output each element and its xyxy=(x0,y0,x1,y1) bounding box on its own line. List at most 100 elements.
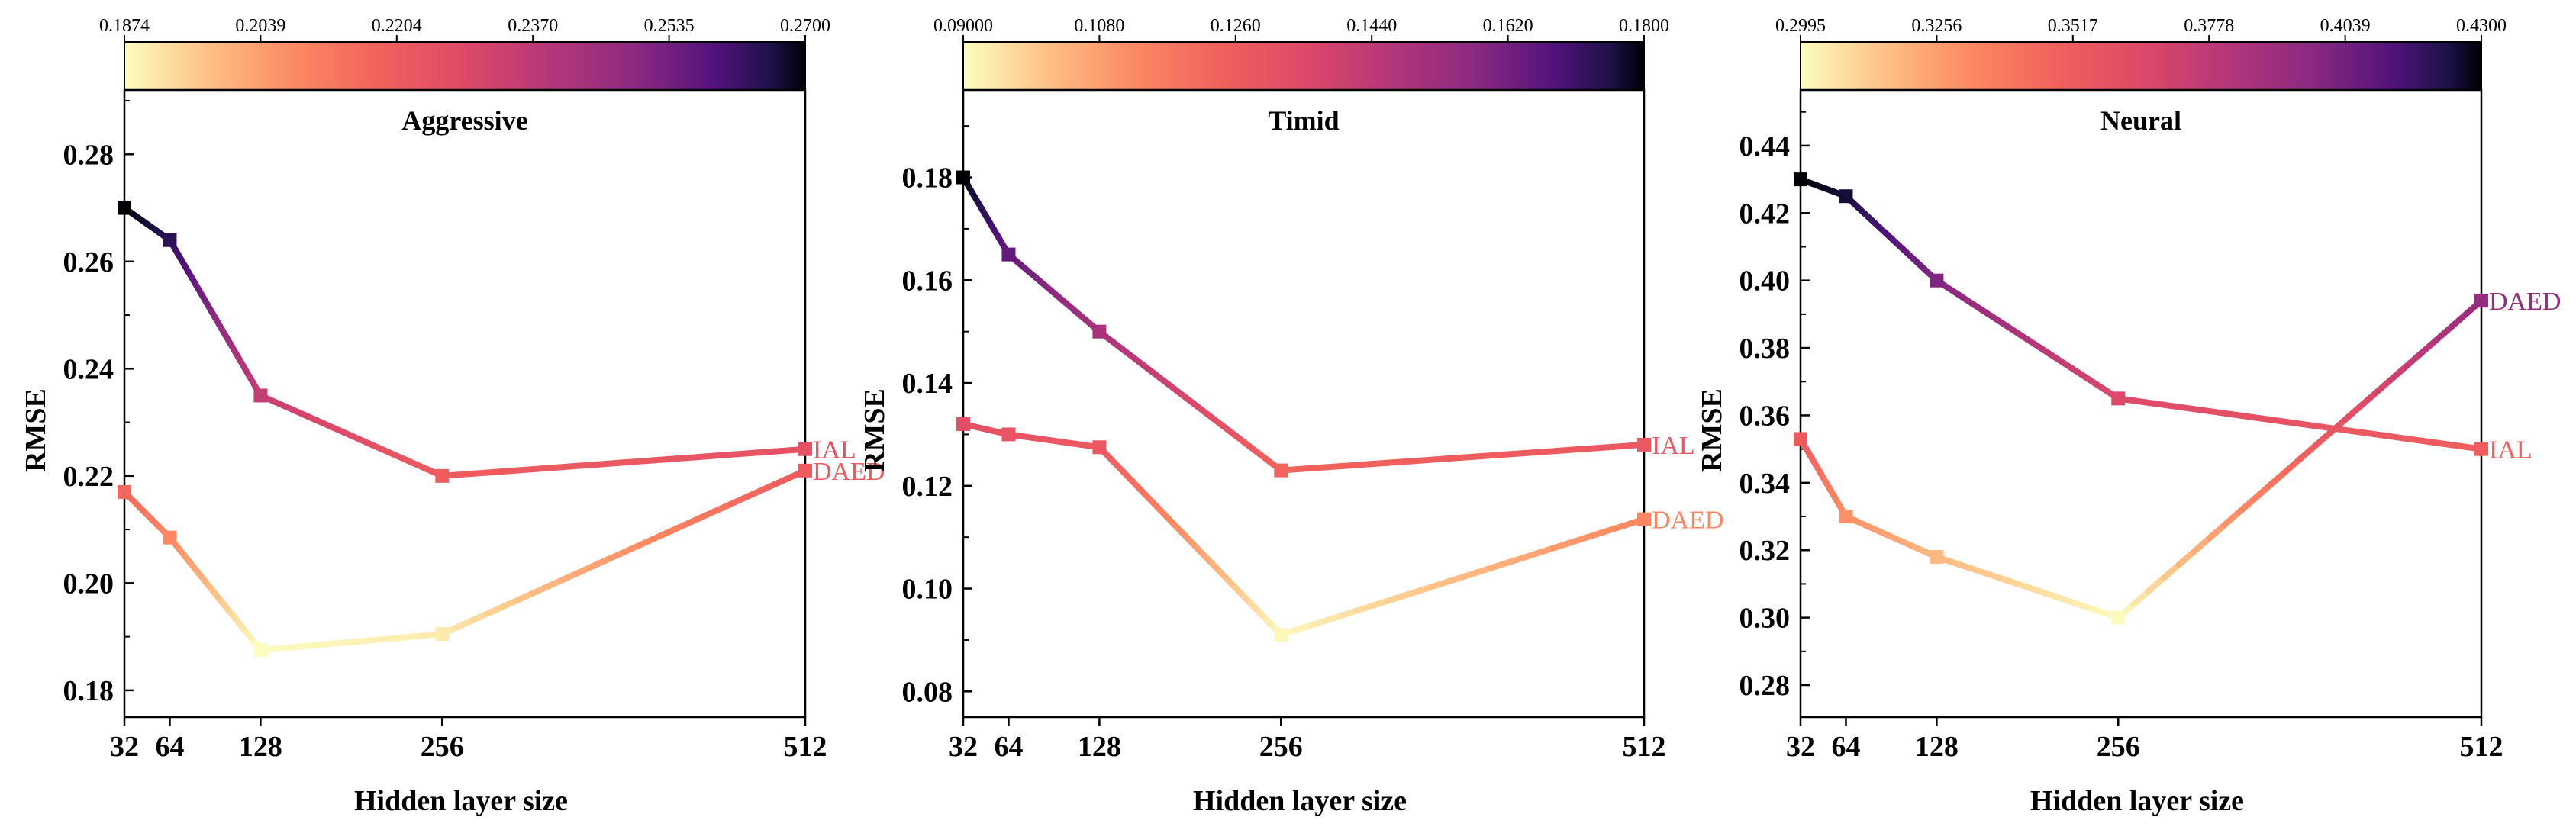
colorbar-tick-label: 0.3517 xyxy=(2048,16,2098,36)
data-point-daed xyxy=(1274,628,1288,642)
series-line-daed xyxy=(2206,522,2228,542)
series-line-daed xyxy=(2221,509,2242,529)
series-line-daed xyxy=(2357,390,2379,410)
colorbar-tick-label: 0.1260 xyxy=(1211,16,1261,36)
colorbar-tick-label: 0.2535 xyxy=(644,16,695,36)
colorbar-tick-label: 0.1080 xyxy=(1074,16,1124,36)
x-tick-label: 256 xyxy=(1259,731,1303,763)
y-axis-title: RMSE xyxy=(859,388,891,472)
data-point-daed xyxy=(163,530,177,545)
y-tick-label: 0.12 xyxy=(902,471,953,503)
data-point-ial xyxy=(956,170,970,185)
data-point-daed xyxy=(1637,512,1651,526)
y-axis-title: RMSE xyxy=(1696,388,1728,472)
data-point-daed xyxy=(435,627,450,642)
series-line-daed xyxy=(2130,588,2152,608)
y-tick-label: 0.44 xyxy=(1739,130,1791,162)
data-point-ial xyxy=(1001,247,1016,262)
series-label-daed: DAED xyxy=(813,458,885,486)
data-point-ial xyxy=(1637,437,1651,452)
chart-panel-aggressive: 0.1874 0.2039 0.2204 0.2370 0.2535 0.2700 0.18… xyxy=(20,16,885,817)
series-line-daed xyxy=(2417,337,2439,357)
y-tick-label: 0.32 xyxy=(1739,535,1791,567)
colorbar-tick-label: 0.1800 xyxy=(1619,16,1669,36)
y-tick-label: 0.18 xyxy=(902,162,953,195)
y-tick-label: 0.28 xyxy=(63,139,114,171)
panel-title: Aggressive xyxy=(401,105,527,136)
y-tick-label: 0.30 xyxy=(1739,603,1791,635)
data-point-ial xyxy=(1274,463,1288,478)
series-line-daed xyxy=(2372,377,2394,397)
data-point-daed xyxy=(118,484,131,499)
panel-title: Timid xyxy=(1268,105,1339,136)
series-line-daed xyxy=(2160,561,2182,581)
y-tick-label: 0.10 xyxy=(902,574,953,606)
x-axis-title: Hidden layer size xyxy=(1193,785,1407,817)
data-point-daed xyxy=(2474,294,2488,308)
data-point-ial xyxy=(1092,324,1107,339)
y-tick-label: 0.18 xyxy=(63,675,114,707)
series-label-ial: IAL xyxy=(2489,436,2532,465)
y-tick-label: 0.20 xyxy=(63,568,114,600)
y-tick-label: 0.38 xyxy=(1739,333,1791,365)
y-tick-label: 0.26 xyxy=(63,246,114,278)
colorbar-tick-label: 0.4039 xyxy=(2320,16,2371,36)
colorbar-tick-label: 0.1440 xyxy=(1346,16,1397,36)
data-point-ial xyxy=(1794,172,1807,187)
series-label-daed: DAED xyxy=(2489,288,2561,316)
y-tick-label: 0.36 xyxy=(1739,400,1791,432)
y-tick-label: 0.24 xyxy=(63,353,114,385)
x-tick-label: 128 xyxy=(239,731,282,763)
series-line-daed xyxy=(2448,310,2470,330)
colorbar xyxy=(1800,41,2482,91)
data-point-ial xyxy=(253,388,268,403)
y-tick-label: 0.08 xyxy=(902,676,953,708)
chart-panel-timid: 0.09000 0.1080 0.1260 0.1440 0.1620 0.1800 0.0… xyxy=(859,16,1723,817)
x-tick-label: 256 xyxy=(421,731,464,763)
colorbar-tick-label: 0.2204 xyxy=(372,16,422,36)
series-line-daed xyxy=(2175,549,2197,568)
x-axis-title: Hidden layer size xyxy=(2030,785,2244,817)
series-line-daed xyxy=(2191,535,2213,555)
y-axis-title: RMSE xyxy=(20,388,52,472)
series-line-daed xyxy=(2145,574,2167,595)
series-line-daed xyxy=(2387,363,2409,384)
y-tick-label: 0.16 xyxy=(902,265,953,297)
data-point-daed xyxy=(956,417,970,431)
x-tick-label: 64 xyxy=(994,731,1023,763)
x-tick-label: 32 xyxy=(1786,731,1815,763)
series-line-daed xyxy=(2342,403,2364,423)
x-tick-label: 32 xyxy=(110,731,139,763)
series-line-daed xyxy=(2266,469,2288,489)
data-point-daed xyxy=(1092,440,1107,455)
series-line-daed xyxy=(2281,455,2304,476)
data-point-daed xyxy=(1794,432,1807,446)
x-tick-label: 128 xyxy=(1915,731,1959,763)
series-line-daed xyxy=(2236,495,2258,516)
plot-frame xyxy=(1799,88,2483,719)
series-line-daed xyxy=(2326,416,2349,436)
plot-frame xyxy=(962,88,1646,719)
data-point-ial xyxy=(2111,391,2126,406)
data-point-daed xyxy=(1839,510,1853,524)
data-point-daed xyxy=(2111,610,2126,625)
data-point-ial xyxy=(1839,189,1853,204)
data-point-daed xyxy=(798,463,812,478)
colorbar-tick-label: 0.1620 xyxy=(1483,16,1533,36)
chart-panel-neural: 0.2995 0.3256 0.3517 0.3778 0.4039 0.4300 0.28… xyxy=(1696,16,2561,817)
x-axis-title: Hidden layer size xyxy=(354,785,568,817)
data-point-daed xyxy=(1930,550,1944,565)
y-tick-label: 0.34 xyxy=(1739,468,1791,500)
y-tick-label: 0.40 xyxy=(1739,265,1791,298)
series-line-daed xyxy=(2251,482,2273,502)
colorbar xyxy=(124,41,806,91)
colorbar xyxy=(962,41,1645,91)
colorbar-tick-label: 0.2995 xyxy=(1775,16,1826,36)
data-point-ial xyxy=(1930,273,1944,288)
y-tick-label: 0.14 xyxy=(902,368,953,400)
x-tick-label: 512 xyxy=(784,731,827,763)
x-tick-label: 32 xyxy=(949,731,978,763)
y-tick-label: 0.28 xyxy=(1739,670,1791,702)
series-line-daed xyxy=(2402,350,2424,370)
